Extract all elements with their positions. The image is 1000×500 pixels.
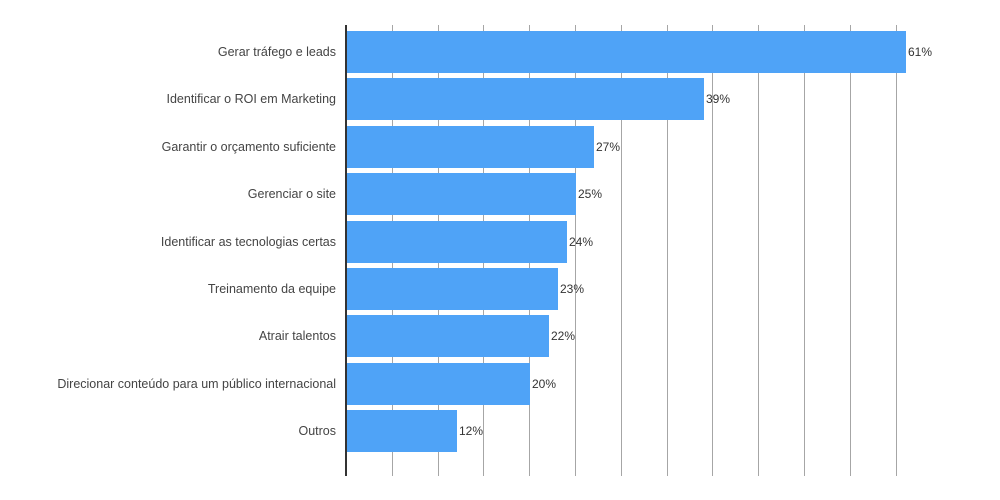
gridline	[758, 25, 759, 476]
category-label: Treinamento da equipe	[207, 282, 336, 296]
value-label: 27%	[596, 140, 621, 154]
bar	[347, 315, 549, 357]
category-label: Direcionar conteúdo para um público inte…	[57, 377, 336, 391]
category-label: Identificar as tecnologias certas	[160, 235, 336, 249]
bar	[347, 363, 530, 405]
bar	[347, 31, 906, 73]
bar	[347, 268, 558, 310]
bar	[347, 221, 567, 263]
bar	[347, 78, 704, 120]
value-label: 20%	[532, 377, 557, 391]
gridline	[850, 25, 851, 476]
gridline	[896, 25, 897, 476]
gridline	[575, 25, 576, 476]
category-label: Atrair talentos	[258, 329, 336, 343]
bar	[347, 126, 594, 168]
category-label: Garantir o orçamento suficiente	[161, 140, 336, 154]
category-label: Gerenciar o site	[247, 187, 336, 201]
y-axis-line	[345, 25, 347, 476]
value-label: 23%	[560, 282, 585, 296]
gridline	[804, 25, 805, 476]
category-label: Gerar tráfego e leads	[217, 45, 336, 59]
gridline	[712, 25, 713, 476]
value-label: 24%	[569, 235, 594, 249]
value-label: 61%	[908, 45, 933, 59]
value-label: 12%	[459, 424, 484, 438]
bar	[347, 410, 457, 452]
bar	[347, 173, 576, 215]
category-label: Identificar o ROI em Marketing	[166, 92, 336, 106]
gridline	[667, 25, 668, 476]
gridline	[621, 25, 622, 476]
value-label: 39%	[706, 92, 731, 106]
value-label: 22%	[551, 329, 576, 343]
category-label: Outros	[298, 424, 336, 438]
value-label: 25%	[578, 187, 603, 201]
